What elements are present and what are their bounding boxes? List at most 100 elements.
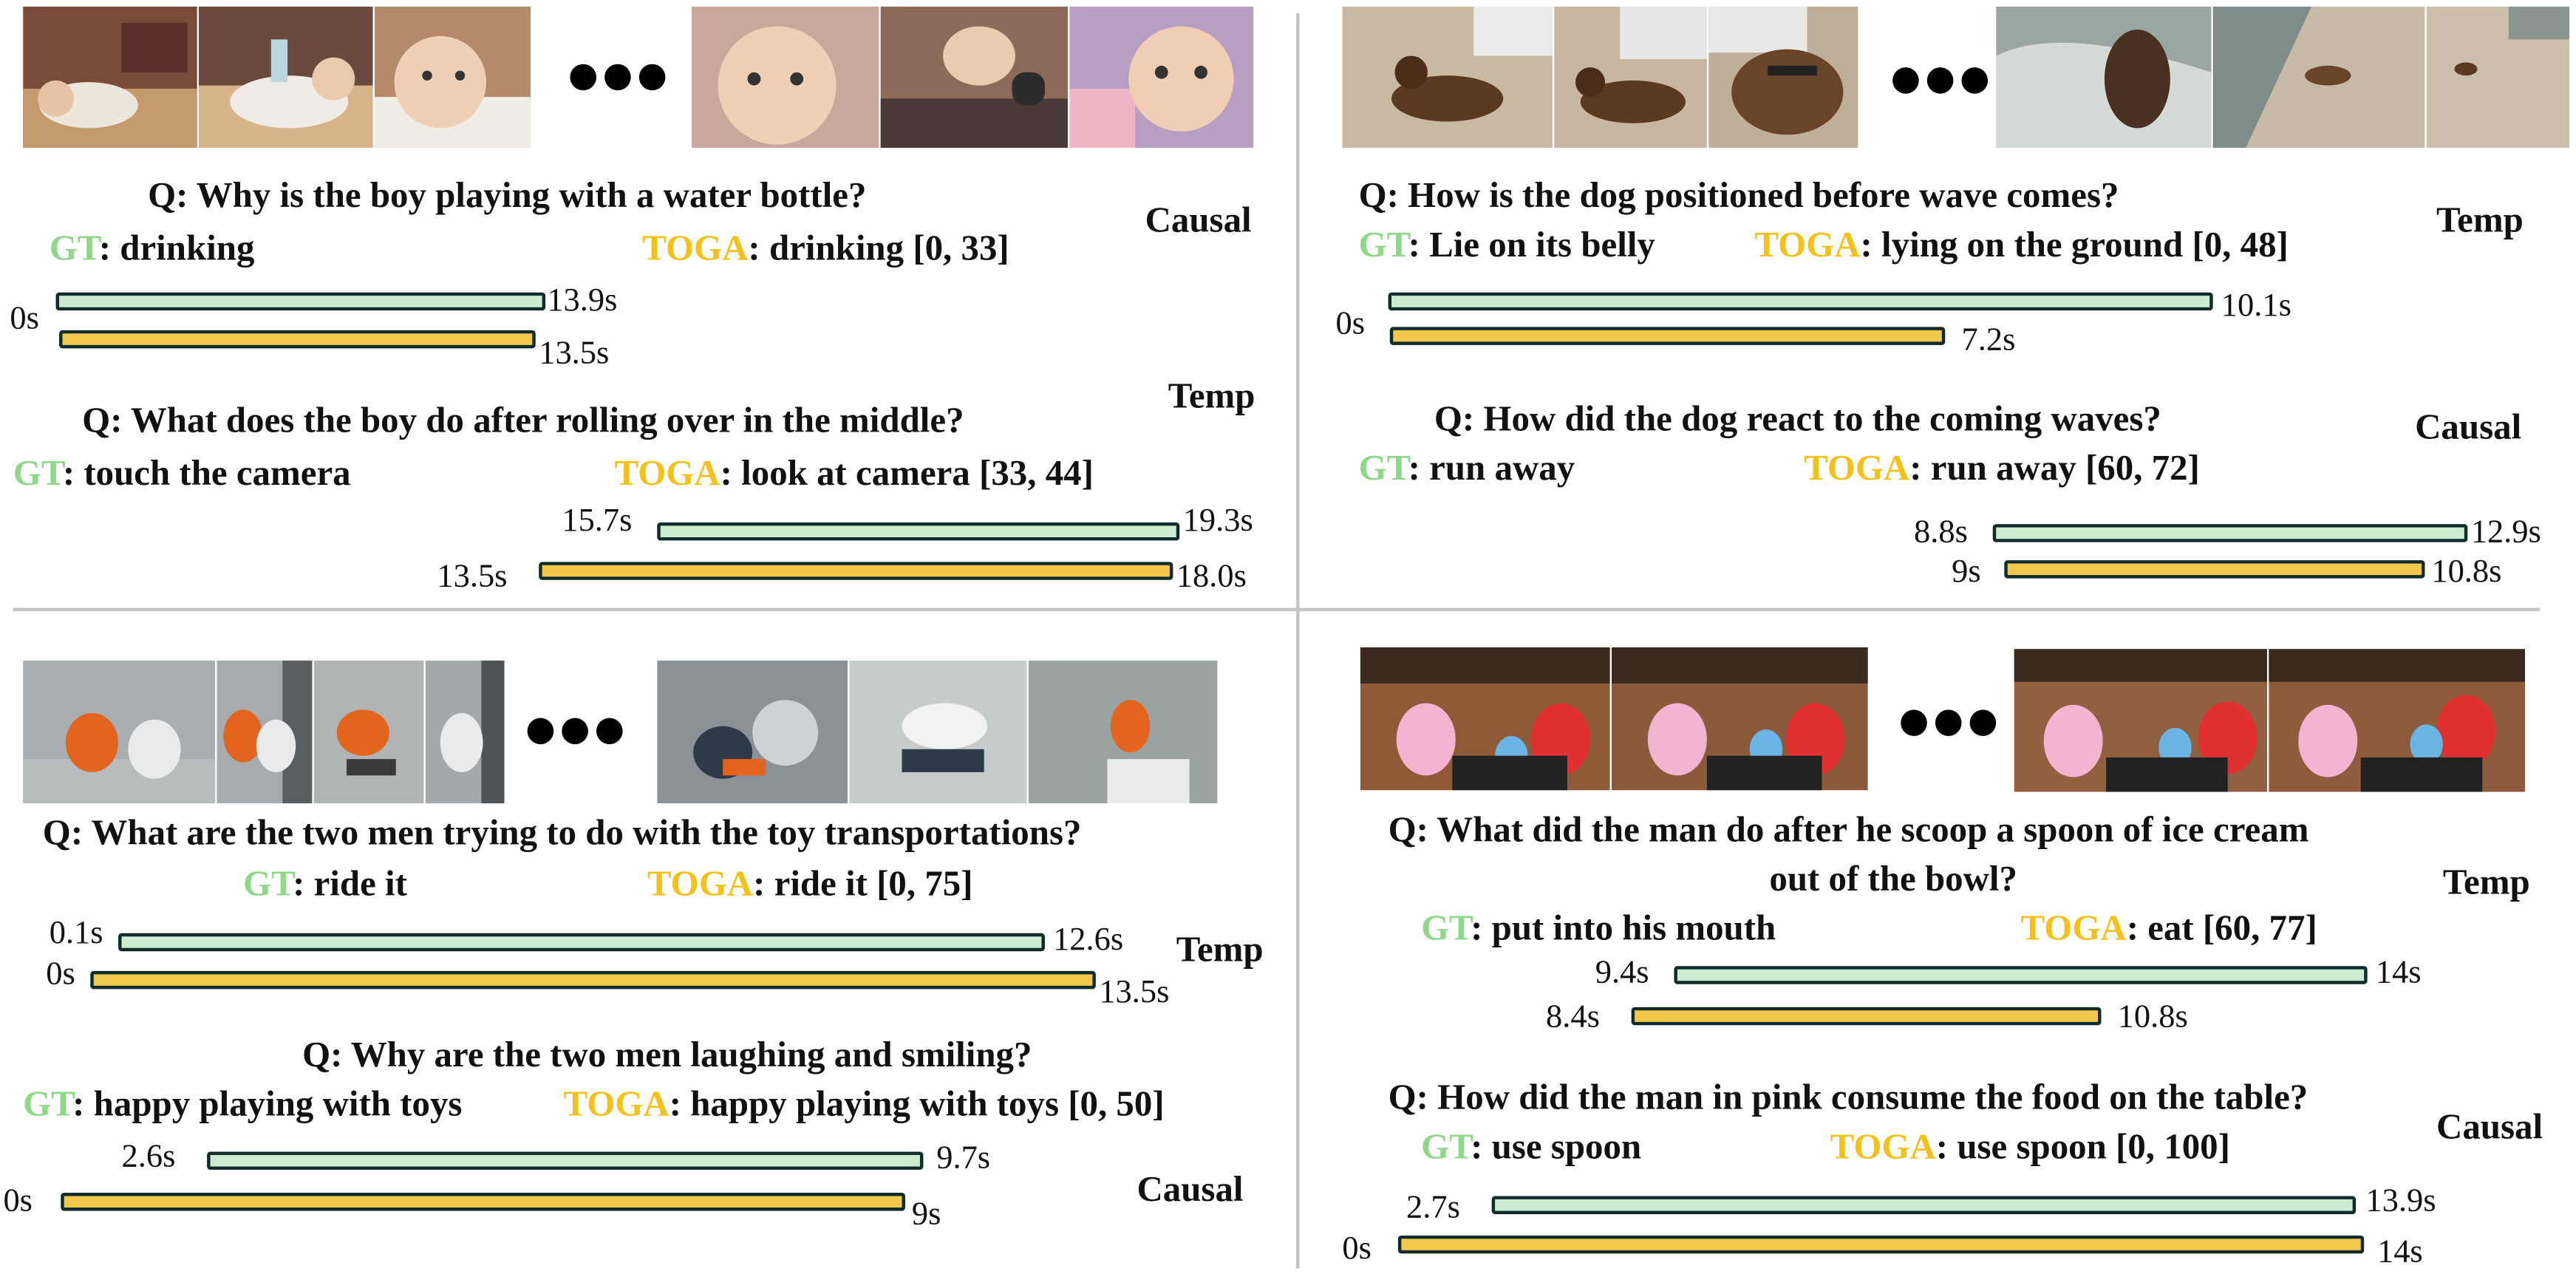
- toga-answer: TOGA: run away [60, 72]: [1804, 446, 2200, 488]
- gt-bar: [1674, 966, 2368, 984]
- gt-end-time: 13.9s: [2365, 1182, 2436, 1219]
- question-type: Causal: [1137, 1168, 1244, 1210]
- video-frame: [2426, 6, 2570, 149]
- question: Q: What did the man do after he scoop a …: [1388, 808, 2309, 850]
- toga-label: TOGA: [642, 226, 749, 268]
- gt-answer: GT: drinking: [49, 226, 255, 268]
- video-frame: [2014, 649, 2268, 792]
- gt-label: GT: [13, 452, 63, 493]
- question: Q: What are the two men trying to do wit…: [42, 811, 1082, 853]
- toga-start-time: 0s: [3, 1182, 33, 1219]
- video-frame: [849, 660, 1027, 804]
- toga-answer: TOGA: use spoon [0, 100]: [1830, 1125, 2230, 1167]
- gt-end-time: 14s: [2375, 954, 2422, 991]
- ellipsis: [570, 64, 666, 91]
- question-type: Causal: [2436, 1106, 2543, 1147]
- gt-bar: [55, 292, 546, 311]
- question-type: Causal: [1145, 199, 1252, 240]
- toga-bar: [61, 1193, 905, 1211]
- video-frame: [1996, 6, 2212, 149]
- gt-bar: [1992, 524, 2468, 542]
- gt-answer: GT: touch the camera: [13, 452, 351, 493]
- video-frame: [880, 6, 1069, 149]
- horizontal-divider: [13, 607, 2541, 612]
- gt-end-time: 12.9s: [2470, 514, 2541, 551]
- toga-end-time: 10.8s: [2117, 998, 2188, 1035]
- question: Q: Why are the two men laughing and smil…: [302, 1033, 1032, 1075]
- gt-answer: GT: happy playing with toys: [23, 1083, 463, 1124]
- gt-answer: GT: put into his mouth: [1421, 907, 1776, 948]
- question: Q: How did the dog react to the coming w…: [1434, 398, 2161, 439]
- toga-label: TOGA: [2020, 907, 2127, 948]
- ellipsis: [527, 718, 623, 745]
- toga-bar: [1631, 1007, 2102, 1026]
- gt-end-time: 9.7s: [936, 1140, 991, 1176]
- toga-start-time: 0s: [46, 956, 75, 992]
- toga-end-time: 9s: [911, 1196, 941, 1233]
- gt-bar: [1491, 1196, 2357, 1214]
- video-frame: [2212, 6, 2425, 149]
- video-frame: [425, 660, 505, 804]
- toga-start-time: 8.4s: [1546, 998, 1600, 1035]
- question: Q: How is the dog positioned before wave…: [1358, 174, 2119, 216]
- toga-end-time: 13.5s: [539, 335, 610, 372]
- video-frame: [2269, 649, 2526, 792]
- ellipsis: [1901, 709, 1997, 736]
- toga-bar: [1389, 327, 1946, 345]
- gt-start-time: 2.7s: [1406, 1189, 1460, 1226]
- gt-end-time: 10.1s: [2221, 287, 2292, 324]
- gt-label: GT: [1358, 446, 1408, 488]
- video-frame: [23, 660, 216, 804]
- gt-start-time: 0s: [1335, 305, 1366, 342]
- video-frame: [374, 6, 531, 149]
- toga-bar: [2004, 560, 2425, 579]
- gt-bar: [657, 522, 1180, 541]
- gt-label: GT: [1358, 223, 1408, 265]
- gt-bar: [207, 1151, 924, 1170]
- gt-label: GT: [1421, 1125, 1471, 1167]
- video-frame: [1028, 660, 1218, 804]
- toga-bar: [539, 562, 1173, 580]
- question: Q: What does the boy do after rolling ov…: [82, 399, 964, 440]
- gt-start-time: 9.4s: [1595, 954, 1649, 991]
- video-frame: [1069, 6, 1254, 149]
- video-frame: [199, 6, 373, 149]
- gt-label: GT: [1421, 907, 1471, 948]
- toga-end-time: 13.5s: [1099, 974, 1170, 1011]
- toga-label: TOGA: [1754, 223, 1861, 265]
- toga-end-time: 18.0s: [1176, 558, 1247, 595]
- toga-answer: TOGA: eat [60, 77]: [2020, 907, 2317, 948]
- gt-start-time: 15.7s: [562, 503, 633, 539]
- question-type: Temp: [2436, 199, 2524, 240]
- video-frame: [657, 660, 848, 804]
- toga-start-time: 0s: [1342, 1230, 1372, 1267]
- toga-end-time: 14s: [2376, 1233, 2423, 1270]
- toga-label: TOGA: [1804, 446, 1910, 488]
- toga-answer: TOGA: lying on the ground [0, 48]: [1754, 223, 2289, 265]
- gt-bar: [1388, 292, 2213, 311]
- vertical-divider: [1296, 13, 1300, 1269]
- toga-end-time: 10.8s: [2431, 554, 2502, 590]
- gt-answer: GT: ride it: [243, 862, 407, 904]
- question-type: Temp: [1168, 374, 1255, 416]
- question-type: Causal: [2415, 406, 2522, 447]
- question-type: Temp: [2442, 860, 2530, 902]
- toga-answer: TOGA: happy playing with toys [0, 50]: [563, 1083, 1165, 1124]
- video-frame: [1708, 6, 1858, 149]
- gt-start-time: 0.1s: [49, 915, 103, 952]
- gt-start-time: 0s: [10, 300, 39, 337]
- gt-label: GT: [243, 862, 293, 904]
- toga-bar: [1397, 1235, 2365, 1254]
- toga-bar: [90, 970, 1096, 990]
- video-frame: [691, 6, 879, 149]
- gt-label: GT: [23, 1083, 73, 1124]
- gt-end-time: 19.3s: [1182, 503, 1253, 539]
- question-type: Temp: [1176, 928, 1264, 970]
- video-frame: [1611, 647, 1868, 791]
- toga-label: TOGA: [1830, 1125, 1936, 1167]
- toga-answer: TOGA: look at camera [33, 44]: [614, 452, 1094, 493]
- toga-start-time: 13.5s: [437, 558, 508, 595]
- toga-answer: TOGA: ride it [0, 75]: [647, 862, 973, 904]
- gt-answer: GT: run away: [1358, 446, 1575, 488]
